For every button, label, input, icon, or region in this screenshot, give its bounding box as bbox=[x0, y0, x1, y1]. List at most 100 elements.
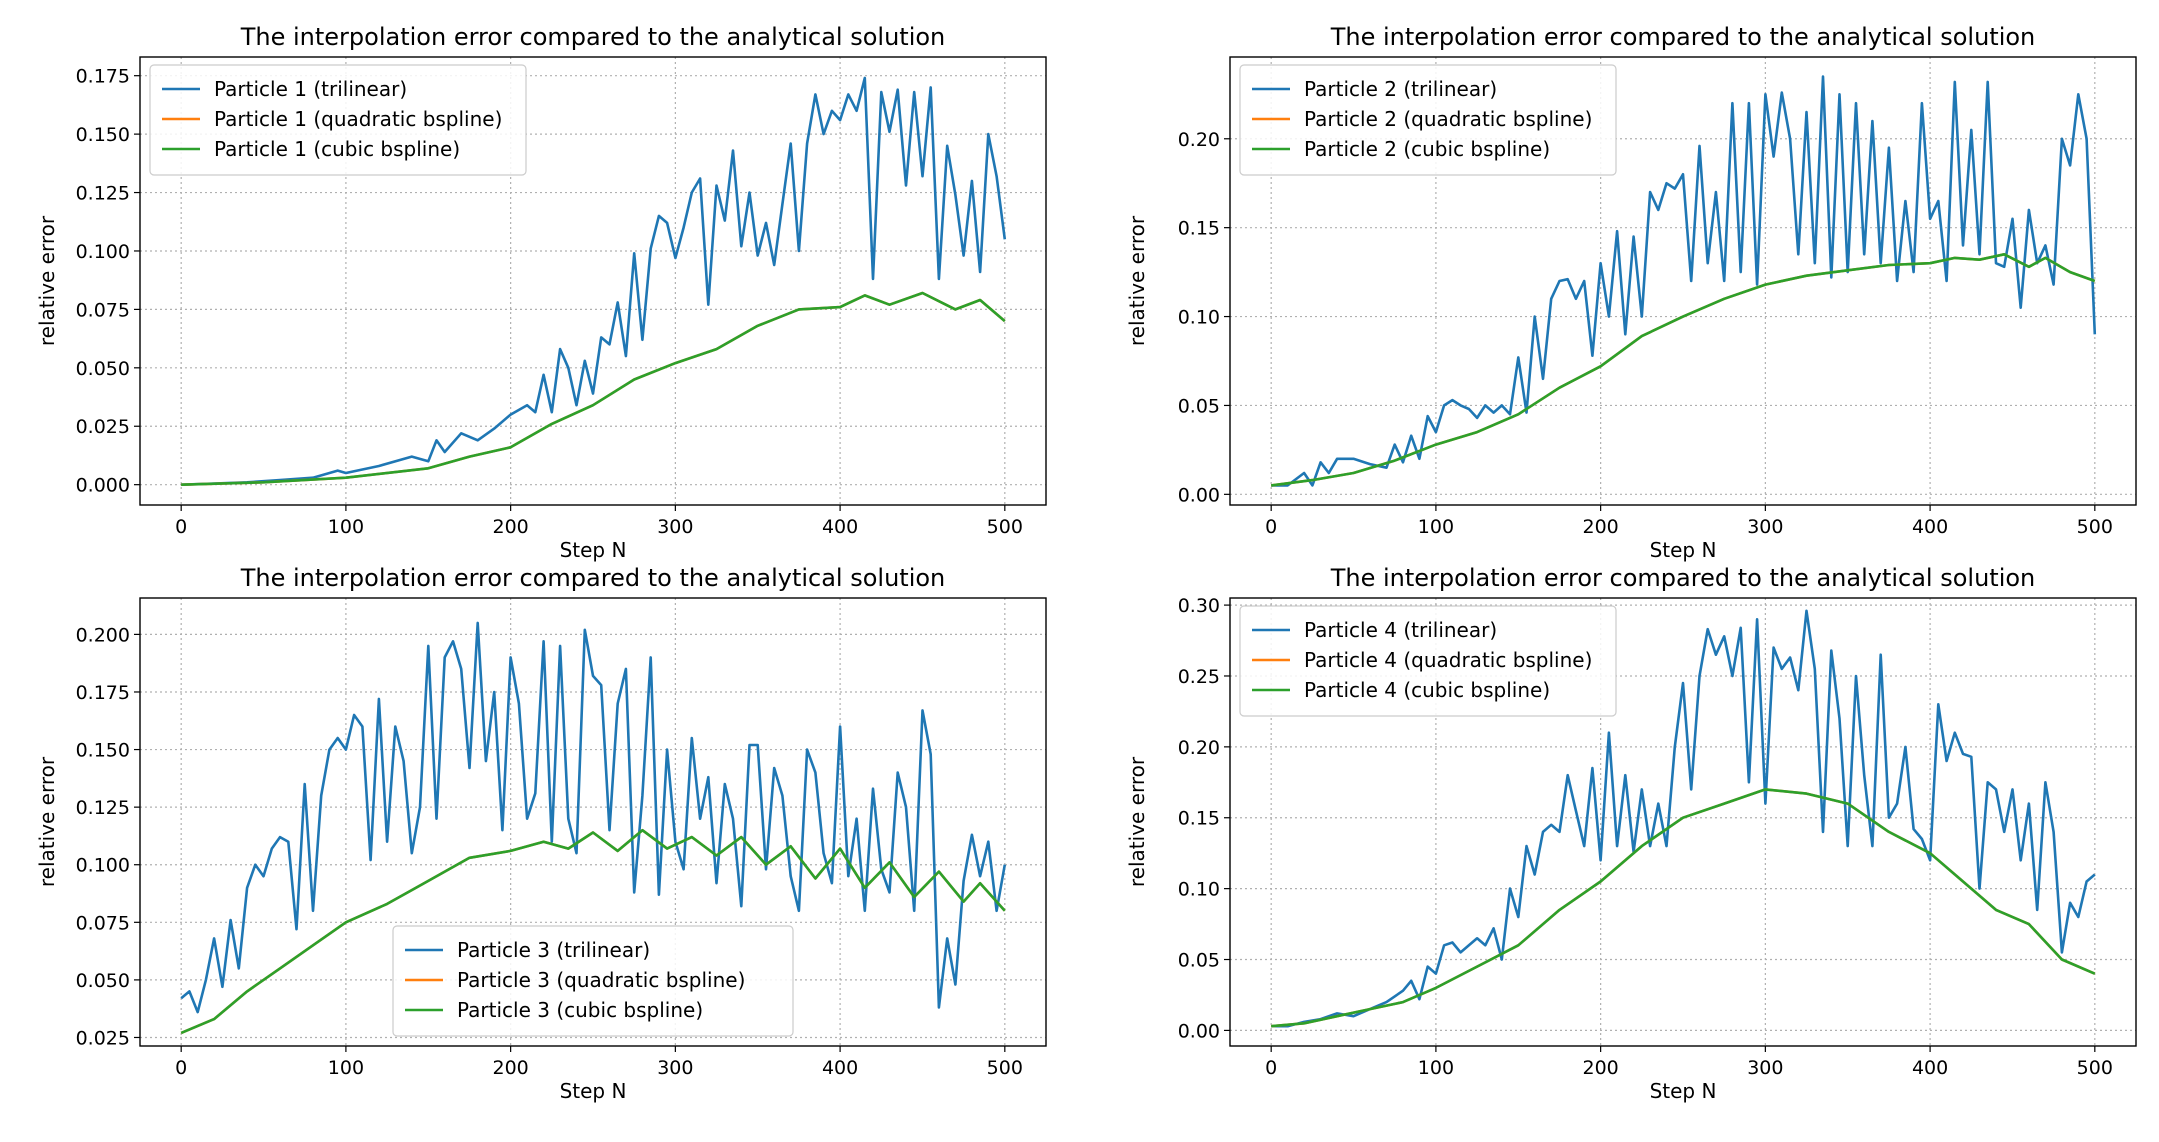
x-tick-label: 200 bbox=[1583, 1057, 1619, 1079]
x-axis-label: Step N bbox=[560, 1079, 627, 1103]
y-tick-label: 0.05 bbox=[1178, 950, 1220, 972]
y-tick-label: 0.175 bbox=[76, 682, 130, 704]
y-axis-label: relative error bbox=[1125, 756, 1149, 887]
legend-label: Particle 4 (quadratic bspline) bbox=[1304, 648, 1592, 672]
y-tick-label: 0.00 bbox=[1178, 484, 1220, 506]
legend-label: Particle 1 (trilinear) bbox=[214, 77, 407, 101]
y-tick-label: 0.30 bbox=[1178, 595, 1220, 617]
legend-label: Particle 4 (trilinear) bbox=[1304, 618, 1497, 642]
x-axis-label: Step N bbox=[1650, 1079, 1717, 1103]
y-tick-label: 0.050 bbox=[76, 970, 130, 992]
y-tick-label: 0.025 bbox=[76, 416, 130, 438]
legend: Particle 4 (trilinear) Particle 4 (quadra… bbox=[1239, 605, 1617, 717]
series-line-3 bbox=[181, 291, 1006, 486]
axes-frame bbox=[139, 597, 1047, 1047]
series-line-1 bbox=[180, 621, 1007, 1014]
legend-label: Particle 1 (quadratic bspline) bbox=[214, 107, 502, 131]
axes-frame bbox=[1229, 56, 2137, 506]
y-axis-label: relative error bbox=[1125, 215, 1149, 346]
chart-title: The interpolation error compared to the … bbox=[1330, 23, 2036, 51]
x-tick-label: 500 bbox=[987, 1057, 1023, 1079]
y-tick-label: 0.20 bbox=[1178, 129, 1220, 151]
y-tick-label: 0.175 bbox=[76, 66, 130, 88]
chart-2: 0 100 200 300 400 500 0.00 0.05 0.10 0.15 0.20 The … bbox=[1125, 23, 2137, 562]
series-line-1 bbox=[181, 76, 1007, 486]
x-tick-label: 200 bbox=[1583, 516, 1619, 538]
y-tick-label: 0.15 bbox=[1178, 808, 1220, 830]
series-line-3 bbox=[1271, 788, 2096, 1028]
x-tick-label: 100 bbox=[328, 1057, 364, 1079]
legend: Particle 1 (trilinear) Particle 1 (quadra… bbox=[149, 64, 527, 176]
chart-title: The interpolation error compared to the … bbox=[240, 23, 946, 51]
legend: Particle 3 (trilinear) Particle 3 (quadra… bbox=[392, 925, 794, 1037]
y-tick-label: 0.100 bbox=[76, 241, 130, 263]
legend: Particle 2 (trilinear) Particle 2 (quadra… bbox=[1239, 64, 1617, 176]
x-tick-label: 500 bbox=[987, 516, 1023, 538]
x-tick-label: 300 bbox=[1747, 1057, 1783, 1079]
y-axis-label: relative error bbox=[35, 756, 59, 887]
y-tick-label: 0.10 bbox=[1178, 307, 1220, 329]
axes-frame bbox=[139, 56, 1047, 506]
chart-title: The interpolation error compared to the … bbox=[1330, 564, 2036, 592]
y-tick-label: 0.15 bbox=[1178, 218, 1220, 240]
legend-label: Particle 3 (quadratic bspline) bbox=[457, 968, 745, 992]
x-axis-label: Step N bbox=[560, 538, 627, 562]
x-tick-label: 300 bbox=[657, 516, 693, 538]
x-tick-label: 0 bbox=[1265, 516, 1277, 538]
x-tick-label: 100 bbox=[1418, 1057, 1454, 1079]
series-line-1 bbox=[1271, 75, 2097, 487]
series-line-3 bbox=[1271, 253, 2096, 487]
x-tick-label: 300 bbox=[1747, 516, 1783, 538]
y-tick-label: 0.125 bbox=[76, 183, 130, 205]
y-tick-label: 0.25 bbox=[1178, 666, 1220, 688]
y-tick-label: 0.000 bbox=[76, 475, 130, 497]
x-tick-label: 200 bbox=[493, 516, 529, 538]
x-tick-label: 400 bbox=[1912, 516, 1948, 538]
legend-label: Particle 1 (cubic bspline) bbox=[214, 137, 460, 161]
x-tick-label: 400 bbox=[822, 1057, 858, 1079]
y-tick-label: 0.05 bbox=[1178, 395, 1220, 417]
chart-3: 0 100 200 300 400 500 0.025 0.050 0.075 0.100 0.12… bbox=[35, 564, 1047, 1103]
y-tick-label: 0.050 bbox=[76, 358, 130, 380]
y-tick-label: 0.075 bbox=[76, 299, 130, 321]
x-tick-label: 100 bbox=[328, 516, 364, 538]
x-tick-label: 0 bbox=[175, 516, 187, 538]
legend-label: Particle 3 (trilinear) bbox=[457, 938, 650, 962]
y-tick-label: 0.10 bbox=[1178, 879, 1220, 901]
legend-label: Particle 2 (quadratic bspline) bbox=[1304, 107, 1592, 131]
legend-box bbox=[1239, 605, 1617, 717]
x-tick-label: 400 bbox=[822, 516, 858, 538]
x-axis-label: Step N bbox=[1650, 538, 1717, 562]
x-tick-label: 500 bbox=[2077, 1057, 2113, 1079]
y-tick-label: 0.025 bbox=[76, 1027, 130, 1049]
chart-1: 0 100 200 300 400 500 0.000 0.025 0.050 0.075 0.10… bbox=[35, 23, 1047, 562]
y-axis-label: relative error bbox=[35, 215, 59, 346]
x-tick-label: 300 bbox=[657, 1057, 693, 1079]
legend-label: Particle 3 (cubic bspline) bbox=[457, 998, 703, 1022]
y-tick-label: 0.00 bbox=[1178, 1020, 1220, 1042]
y-tick-label: 0.150 bbox=[76, 740, 130, 762]
x-tick-label: 500 bbox=[2077, 516, 2113, 538]
y-tick-label: 0.125 bbox=[76, 797, 130, 819]
y-tick-label: 0.200 bbox=[76, 624, 130, 646]
chart-title: The interpolation error compared to the … bbox=[240, 564, 946, 592]
y-tick-label: 0.100 bbox=[76, 855, 130, 877]
legend-box bbox=[392, 925, 794, 1037]
legend-box bbox=[1239, 64, 1617, 176]
legend-label: Particle 4 (cubic bspline) bbox=[1304, 678, 1550, 702]
legend-label: Particle 2 (cubic bspline) bbox=[1304, 137, 1550, 161]
x-tick-label: 0 bbox=[1265, 1057, 1277, 1079]
x-tick-label: 100 bbox=[1418, 516, 1454, 538]
y-tick-label: 0.150 bbox=[76, 124, 130, 146]
chart-4: 0 100 200 300 400 500 0.00 0.05 0.10 0.15 0.20 0.25… bbox=[1125, 564, 2137, 1103]
axes-frame bbox=[1229, 597, 2137, 1047]
series-line-1 bbox=[1271, 609, 2096, 1028]
x-tick-label: 0 bbox=[175, 1057, 187, 1079]
legend-label: Particle 2 (trilinear) bbox=[1304, 77, 1497, 101]
y-tick-label: 0.075 bbox=[76, 912, 130, 934]
y-tick-label: 0.20 bbox=[1178, 737, 1220, 759]
legend-box bbox=[149, 64, 527, 176]
x-tick-label: 400 bbox=[1912, 1057, 1948, 1079]
series-line-3 bbox=[180, 828, 1006, 1035]
